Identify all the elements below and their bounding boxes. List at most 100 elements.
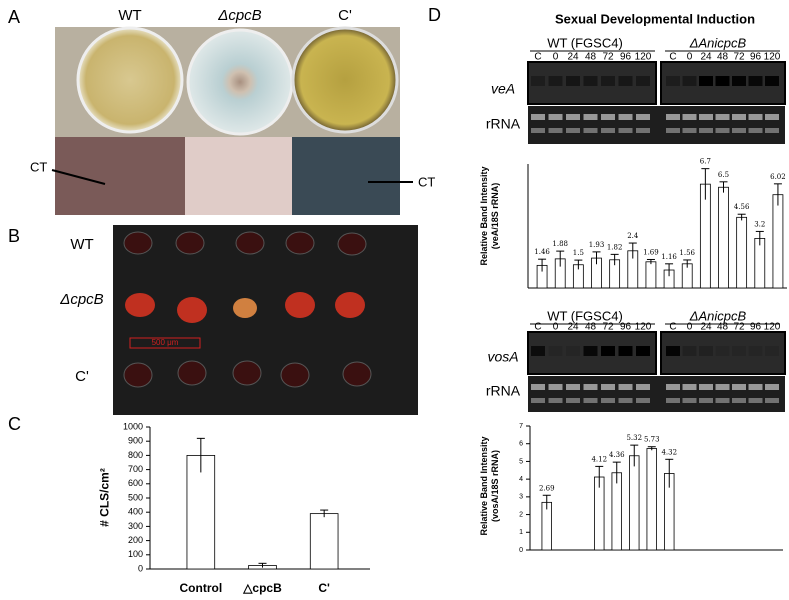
bar [772,194,784,289]
band [618,346,633,356]
arrow [51,169,106,185]
band [732,398,746,403]
gene-label: veA [491,81,515,97]
band [682,346,697,356]
band [618,76,633,86]
lane-label: 0 [553,322,559,333]
y-tick-label: 400 [128,507,143,517]
fruiting-bodies [125,292,365,323]
band [636,398,650,403]
y-tick-label: 1 [519,529,523,536]
band [682,384,697,390]
band [583,114,598,120]
band [531,128,545,133]
band [548,128,563,133]
lane-label: 0 [553,52,559,63]
blot [660,331,786,375]
y-tick-label: 6 [519,441,523,448]
strain-label: WT [118,7,141,24]
data-label: 5.73 [644,436,660,444]
band [601,76,615,86]
bar [541,501,552,551]
bar [594,476,605,551]
y-tick-label: 800 [128,450,143,460]
blot [528,376,785,412]
band [548,384,563,390]
group-label: ΔAnicpcB [689,35,747,50]
lane-label: 120 [635,52,652,63]
band [682,398,697,403]
lane-label: 48 [717,322,729,333]
band [531,114,545,120]
band [666,384,680,390]
band [715,76,730,86]
band [618,384,633,390]
gene-label: rRNA [486,383,521,399]
data-label: 1.46 [534,248,550,256]
band [636,128,650,133]
band [666,346,680,356]
band [715,384,730,390]
micrograph [292,137,400,215]
band [531,398,545,403]
band [531,76,545,86]
band [666,128,680,133]
y-axis-label: Relative Band Intensity (veA/18S rRNA) [479,166,500,266]
panel-label: A [8,7,20,27]
bar [645,261,657,289]
band [583,76,598,86]
bar [754,237,766,289]
row-label: C' [75,368,89,385]
bar [736,216,748,289]
lane-label: C [534,52,541,63]
band [765,346,779,356]
band [699,384,713,390]
lane-label: 72 [733,52,745,63]
band [583,384,598,390]
band [666,398,680,403]
band [699,128,713,133]
data-label: 2.4 [627,232,639,240]
band [715,114,730,120]
panel-label: D [428,5,441,25]
band [765,76,779,86]
band [601,398,615,403]
lane-label: 48 [717,52,729,63]
strain-label: C' [338,7,352,24]
lane-label: 72 [602,52,614,63]
lane-label: 72 [733,322,745,333]
band [666,76,680,86]
y-tick-label: 2 [519,511,523,518]
data-label: 1.93 [589,241,605,249]
x-tick-label: △cpcB [242,581,282,595]
blot [528,106,785,144]
y-axis-label: Relative Band Intensity (vosA/18S rRNA) [479,436,500,536]
band [732,384,746,390]
photo [113,225,418,415]
band [748,76,763,86]
band [765,114,779,120]
row-label: ΔcpcB [59,291,103,308]
y-axis-label: # CLS/cm² [97,468,112,527]
lane-label: 96 [750,52,762,63]
lane-label: 120 [764,52,781,63]
band [583,128,598,133]
gene-label: vosA [487,349,518,365]
band [566,114,580,120]
lane-label: 120 [635,322,652,333]
data-label: 1.88 [552,240,568,248]
band [601,114,615,120]
band [699,76,713,86]
bar [629,455,640,551]
data-label: 6.02 [770,173,786,181]
blot [527,61,657,105]
band [748,384,763,390]
y-tick-label: 300 [128,521,143,531]
y-tick-label: 4 [519,476,523,483]
data-label: 6.7 [700,158,711,166]
band [699,346,713,356]
dish-photo [291,26,399,134]
y-tick-label: 100 [128,549,143,559]
